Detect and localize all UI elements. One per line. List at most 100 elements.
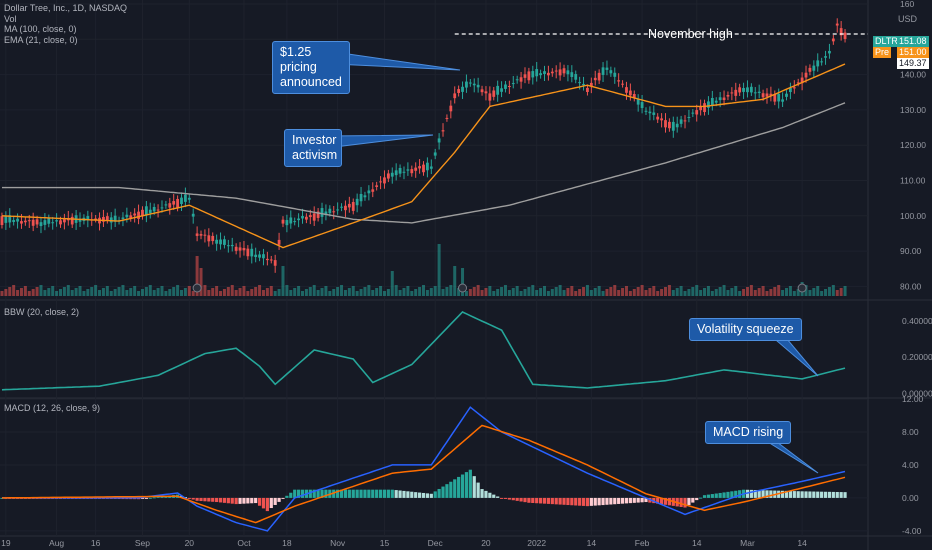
macd-histogram-bar (281, 497, 285, 499)
volume-bar (23, 286, 27, 296)
bbw-tick-label: 0.40000 (902, 316, 932, 326)
volume-bar (363, 287, 367, 296)
volume-bar (199, 268, 203, 296)
candle-body (519, 77, 523, 82)
volume-bar (219, 291, 223, 296)
macd-histogram-bar (796, 491, 800, 498)
volume-bar (613, 285, 617, 296)
x-tick-label: Aug (49, 538, 64, 548)
volume-bar (757, 288, 761, 296)
candle-body (359, 194, 363, 202)
x-tick-label: 20 (185, 538, 195, 548)
ticker-tag: DLTR (873, 36, 900, 47)
macd-histogram-bar (550, 497, 554, 505)
candle-body (113, 215, 117, 222)
candle-body (835, 23, 839, 26)
volume-bar (230, 285, 234, 296)
candle-body (550, 71, 554, 74)
macd-histogram-bar (617, 497, 621, 504)
candle-body (16, 218, 19, 222)
volume-bar (51, 286, 55, 296)
x-tick-label: 14 (797, 538, 807, 548)
candle-body (523, 74, 527, 78)
candle-body (578, 82, 582, 84)
macd-histogram-bar (156, 496, 160, 498)
candle-body (109, 217, 113, 223)
volume-bar (476, 285, 480, 296)
candle-body (152, 206, 156, 212)
macd-histogram-bar (570, 497, 574, 506)
macd-histogram-bar (519, 497, 523, 502)
macd-histogram-bar (207, 497, 211, 502)
candle-body (269, 259, 273, 261)
candle-body (675, 123, 679, 128)
candle-body (828, 50, 831, 54)
candle-body (246, 248, 250, 257)
candle-body (816, 60, 820, 67)
candle-body (625, 87, 628, 93)
macd-histogram-bar (453, 479, 457, 498)
ema-21-line (1, 63, 846, 249)
x-tick-label: 16 (91, 538, 101, 548)
candle-body (242, 248, 246, 251)
candle-body (605, 67, 609, 70)
vol-label: Vol (4, 13, 17, 24)
candle-body (156, 209, 160, 211)
volume-bar (570, 286, 574, 296)
volume-bar (47, 288, 51, 296)
bbw-tick-label: 0.00000 (902, 388, 932, 398)
volume-bar (183, 288, 187, 296)
candle-body (687, 116, 691, 118)
volume-bar (246, 291, 250, 296)
volume-bar (582, 287, 586, 296)
x-tick-label: Dec (428, 538, 444, 548)
macd-histogram-bar (706, 494, 711, 498)
volume-bar (808, 290, 812, 296)
macd-histogram-bar (523, 497, 527, 503)
macd-histogram-bar (722, 492, 726, 498)
candle-body (402, 171, 406, 173)
macd-tick-label: 12.00 (902, 394, 924, 404)
volume-bar (593, 288, 597, 296)
volume-bar (566, 288, 570, 296)
volume-bar (831, 285, 835, 296)
macd-histogram-bar (488, 492, 492, 498)
volume-bar (273, 291, 277, 296)
volume-bar (788, 286, 792, 296)
candle-body (308, 215, 312, 218)
candle-body (621, 83, 624, 85)
candle-body (785, 93, 788, 97)
volume-bar (254, 287, 258, 296)
candle-body (679, 119, 683, 124)
price-tick-label: 120.00 (900, 140, 926, 150)
macd-histogram-bar (464, 472, 469, 498)
macd-histogram-bar (769, 490, 773, 498)
macd-histogram-bar (808, 491, 812, 498)
candle-body (70, 216, 74, 225)
candle-body (320, 208, 324, 217)
macd-histogram-bar (425, 493, 430, 498)
candle-body (410, 169, 414, 174)
volume-bar (386, 289, 390, 296)
macd-histogram-bar (246, 497, 250, 504)
volume-bar (168, 289, 172, 296)
candle-body (738, 87, 742, 93)
macd-histogram-bar (659, 497, 664, 505)
volume-bar (215, 286, 219, 296)
candle-body (418, 166, 421, 169)
macd-histogram-bar (628, 497, 632, 504)
candle-body (63, 219, 66, 223)
candle-body (316, 211, 320, 218)
macd-histogram-bar (624, 497, 629, 504)
volume-bar (539, 288, 543, 296)
macd-histogram-bar (636, 497, 640, 503)
volume-bar (445, 287, 449, 296)
candle-body (379, 181, 382, 183)
volume-bar (62, 287, 66, 296)
volume-bar (410, 291, 414, 296)
candle-body (484, 91, 488, 94)
volume-bar (137, 291, 141, 296)
candle-body (769, 93, 773, 97)
pre-label-tag: Pre (873, 47, 892, 58)
candle-body (468, 82, 472, 84)
